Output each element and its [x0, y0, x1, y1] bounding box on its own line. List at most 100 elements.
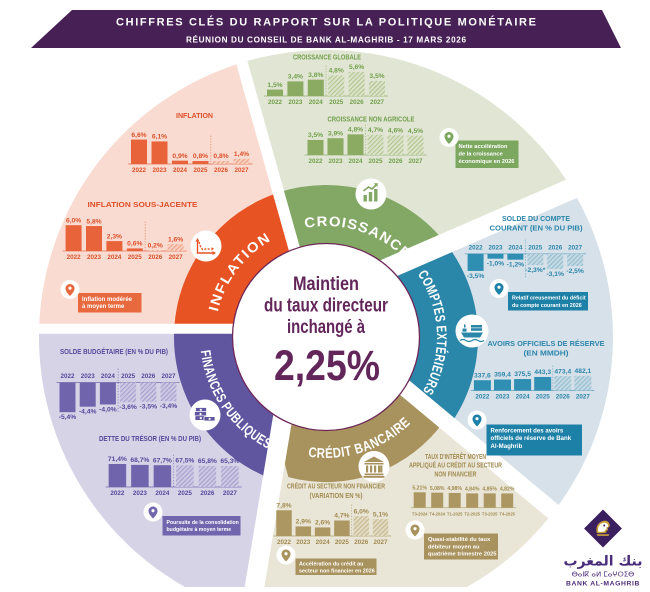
chart-title: INFLATION SOUS-JACENTE [88, 200, 198, 209]
chart-title: CROISSANCE GLOBALE [293, 53, 361, 62]
badge-inflation-line: Inflation modérée [82, 297, 133, 303]
bar-value-label: 4,82% [500, 487, 515, 493]
bar [407, 135, 424, 155]
bar-value-label: 4,5% [408, 128, 423, 135]
bar [59, 382, 76, 413]
bar [176, 465, 194, 487]
category-label: T3-2025 [482, 512, 498, 517]
category-label: 2026 [354, 539, 369, 546]
bar-value-label: 68,7% [130, 457, 149, 464]
bar [126, 248, 143, 251]
bar-value-label: -3,4% [160, 403, 178, 410]
category-label: 2026 [148, 254, 163, 261]
bar-value-label: 4,6% [388, 127, 403, 134]
bar [172, 160, 188, 164]
bar [86, 226, 102, 251]
chart-title: APPLIQUÉ AU CRÉDIT AU SECTEUR [409, 461, 503, 470]
chart-title: CRÉDIT AU SECTEUR NON FINANCIER [287, 482, 386, 491]
bar [151, 141, 168, 164]
badge-inflation-line: à moyen terme [82, 304, 125, 310]
category-label: 2022 [475, 394, 490, 401]
bar [233, 158, 250, 164]
bar [99, 382, 116, 405]
bar [267, 89, 283, 96]
bar-value-label: 6,6% [131, 132, 146, 139]
bar [534, 376, 552, 391]
category-label: 2024 [516, 394, 531, 401]
bar-value-label: 3,4% [288, 74, 303, 81]
badge-credit-acceleration-line: secteur non financier en 2026 [299, 568, 375, 574]
bar [327, 138, 344, 155]
bar [353, 516, 369, 536]
category-label: 2025 [536, 394, 551, 401]
bar [79, 382, 96, 407]
bar-value-label: 0,2% [148, 242, 163, 249]
badge-credit-acceleration: Accélération du crédit au secteur non fi… [276, 545, 377, 575]
chart-inflation: INFLATION 6,6% 2022 6,1% 2023 0,9% 2024 0,8% 202… [128, 111, 253, 174]
badge-croissance-line: Nette accélération [459, 144, 509, 150]
bar [347, 134, 364, 155]
bar-value-label: -1,0% [487, 261, 505, 268]
category-label: 2026 [350, 99, 365, 106]
bar [192, 161, 209, 164]
category-label: 2024 [155, 490, 170, 497]
chart-title: SOLDE BUDGÉTAIRE (EN % DU PIB) [60, 347, 169, 356]
bar [307, 79, 324, 96]
center-line-3: inchangé à [287, 317, 365, 338]
category-label: 2027 [234, 167, 249, 174]
category-label: 2023 [133, 490, 148, 497]
bar [466, 493, 479, 508]
bar [413, 492, 426, 508]
bar-value-label: 5,6% [349, 64, 364, 71]
bar-value-label: 375,5 [514, 371, 531, 378]
bar [167, 244, 184, 251]
location-pin-icon [148, 506, 158, 519]
badge-credit-taux: Quasi-stabilité du taux débiteur moyen a… [405, 520, 498, 560]
category-label: 2027 [161, 373, 176, 380]
category-label: 2025 [128, 254, 143, 261]
center-message: Maintien du taux directeur inchangé à 2,… [264, 274, 388, 390]
category-label: 2024 [508, 244, 523, 251]
cargo-ship-icon [455, 314, 489, 348]
bar-value-label: 337,6 [474, 372, 491, 379]
category-label: 2026 [141, 373, 156, 380]
center-circle [231, 242, 421, 432]
category-label: 2022 [67, 254, 82, 261]
bar [131, 139, 147, 164]
bar-value-label: 0,8% [213, 153, 228, 160]
category-label: 2026 [214, 167, 229, 174]
category-label: 2027 [169, 254, 184, 261]
chart-credit_secteur_non_financier: CRÉDIT AU SECTEUR NON FINANCIER(VARIATIO… [273, 482, 392, 546]
chart-title: DETTE DU TRÉSOR (EN % DU PIB) [99, 434, 202, 443]
bar-value-label: 3,5% [369, 73, 384, 80]
chart-title: (EN MMDH) [524, 349, 570, 358]
growth-chart-icon [355, 178, 387, 210]
bar-value-label: 4,98% [447, 486, 462, 492]
category-label: 2024 [107, 254, 122, 261]
bar-value-label: 4,7% [368, 127, 383, 134]
bar [483, 493, 496, 508]
chart-title: NON FINANCIER [435, 469, 478, 478]
chart-title: TAUX D'INTÉRÊT MOYEN [425, 452, 486, 461]
bar-value-label: 4,85% [482, 487, 497, 493]
badges: Nette accélération de la croissance écon… [60, 128, 588, 575]
bar-value-label: 4,7% [334, 513, 349, 520]
bar [328, 75, 345, 96]
badge-comptes-reserves-line: Al-Maghrib [491, 443, 523, 450]
bar-value-label: -4,4% [79, 409, 97, 416]
bar [153, 465, 172, 487]
center-rate: 2,25% [274, 342, 380, 390]
bar [65, 225, 82, 251]
category-label: 2023 [488, 244, 503, 251]
badge-comptes-reserves: Renforcement des avoirs officiels de rés… [467, 410, 582, 456]
bar-value-label: -2,5% [566, 268, 584, 275]
badge-comptes-reserves-line: officiels de réserve de Bank [491, 435, 572, 442]
bar [287, 81, 304, 96]
logo-arabic: بنك المغرب [563, 554, 642, 570]
bar-value-label: 5,08% [430, 486, 445, 492]
bar [334, 520, 350, 536]
chart-croissance_globale: CROISSANCE GLOBALE 1,5% 2022 3,4% 2023 3,8% 20… [264, 53, 388, 106]
bar-value-label: 5,21% [412, 485, 427, 491]
